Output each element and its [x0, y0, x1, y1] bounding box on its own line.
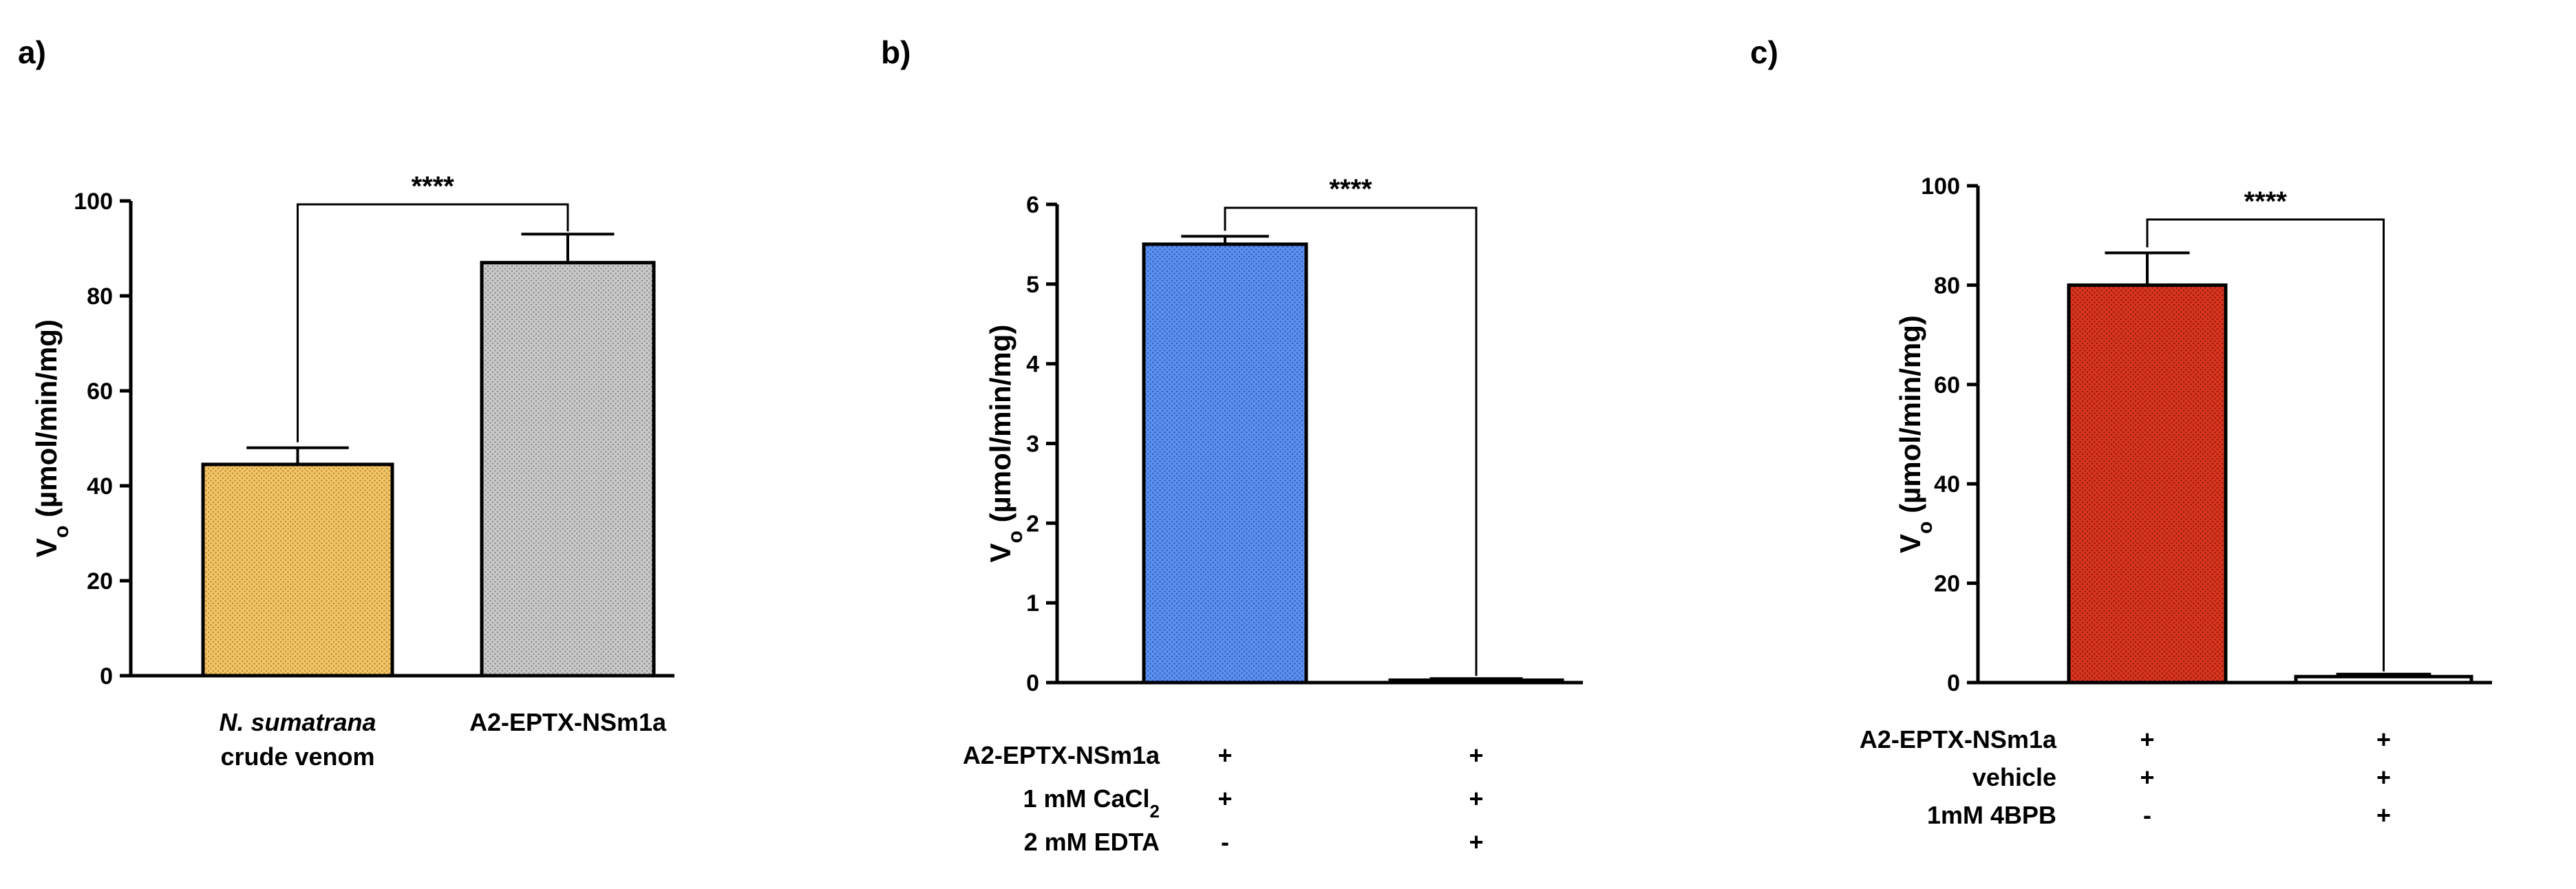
- condition-label-main: A2-EPTX-NSm1a: [963, 741, 1160, 769]
- panel-a: a) 0 20 40 60 80 100 Vo (µmol/min/mg) **** N. sum…: [18, 34, 674, 771]
- condition-mark: +: [2140, 725, 2154, 753]
- condition-mark: +: [2140, 763, 2154, 791]
- condition-mark: +: [1469, 828, 1483, 856]
- y-tick-label: 80: [1934, 272, 1960, 299]
- panel-label: a): [18, 34, 46, 70]
- y-tick-label: 3: [1026, 431, 1039, 458]
- condition-label: 2 mM EDTA: [1024, 828, 1160, 856]
- y-tick-label: 40: [87, 473, 113, 500]
- condition-label: A2-EPTX-NSm1a: [963, 741, 1160, 769]
- y-axis-label-main: V: [984, 543, 1016, 562]
- condition-label: 1mM 4BPB: [1927, 801, 2056, 829]
- y-axis-label-sub: o: [1914, 522, 1937, 534]
- y-tick-label: 0: [100, 663, 113, 689]
- bar: [2294, 674, 2473, 685]
- y-tick-label: 5: [1026, 272, 1039, 298]
- y-tick-label: 80: [87, 283, 113, 310]
- y-axis-label-unit: (µmol/min/mg): [30, 319, 63, 526]
- condition-label-main: 1mM 4BPB: [1927, 801, 2056, 829]
- condition-mark: +: [2376, 725, 2391, 753]
- x-category-label-line2: crude venom: [220, 742, 374, 771]
- y-tick-label: 100: [1921, 173, 1960, 200]
- condition-mark: +: [2376, 801, 2391, 829]
- condition-mark: +: [1217, 741, 1232, 769]
- y-tick-label: 100: [74, 189, 113, 215]
- bar: [201, 462, 394, 678]
- condition-label-main: 1 mM CaCl: [1023, 784, 1149, 813]
- bar: [1142, 242, 1308, 685]
- condition-mark: +: [1469, 784, 1483, 813]
- y-tick-label: 60: [87, 378, 113, 405]
- y-axis-label-unit: (µmol/min/mg): [984, 325, 1016, 531]
- y-tick-label: 4: [1026, 352, 1039, 378]
- y-axis-label: Vo (µmol/min/mg): [1894, 315, 1937, 553]
- y-axis-label-main: V: [30, 538, 63, 557]
- panel-b: b) 0 1 2 3 4 5 6 Vo (µmol/min/mg) **** A2-EPTX-NSm…: [881, 34, 1583, 856]
- y-tick-label: 0: [1026, 670, 1039, 696]
- y-tick-label: 1: [1026, 590, 1039, 617]
- x-category-label: N. sumatrana: [219, 708, 376, 736]
- bar: [480, 261, 656, 678]
- panel-c: c) 0 20 40 60 80 100 Vo (µmol/min/mg) **** A2-EPT…: [1750, 34, 2492, 829]
- significance-bracket: [1224, 206, 1478, 676]
- bar: [1388, 678, 1564, 685]
- condition-mark: -: [1221, 828, 1229, 856]
- y-tick-label: 2: [1026, 511, 1039, 537]
- significance-bracket: [2146, 218, 2385, 672]
- condition-label: A2-EPTX-NSm1a: [1860, 725, 2057, 753]
- y-tick-label: 60: [1934, 372, 1960, 398]
- condition-label-main: A2-EPTX-NSm1a: [1860, 725, 2057, 753]
- significance-stars: ****: [2244, 186, 2288, 217]
- condition-mark: -: [2143, 801, 2151, 829]
- significance-stars: ****: [412, 171, 455, 202]
- y-tick-label: 0: [1947, 670, 1960, 696]
- condition-label-sub: 2: [1150, 801, 1160, 822]
- bar: [2067, 283, 2228, 685]
- y-axis-label-sub: o: [50, 526, 73, 538]
- y-axis-label: Vo (µmol/min/mg): [984, 325, 1027, 563]
- condition-label-main: vehicle: [1972, 763, 2056, 791]
- condition-mark: +: [1469, 741, 1483, 769]
- y-axis-label-sub: o: [1004, 531, 1027, 543]
- y-axis-label-unit: (µmol/min/mg): [1894, 315, 1926, 522]
- significance-stars: ****: [1329, 174, 1372, 204]
- y-tick-label: 6: [1026, 192, 1039, 218]
- y-axis-label: Vo (µmol/min/mg): [30, 319, 73, 557]
- significance-bracket: [297, 203, 569, 442]
- y-tick-label: 40: [1934, 471, 1960, 497]
- y-tick-label: 20: [1934, 571, 1960, 597]
- condition-mark: +: [1217, 784, 1232, 813]
- y-axis-label-main: V: [1894, 534, 1926, 553]
- condition-label: 1 mM CaCl2: [1023, 784, 1160, 822]
- condition-label: vehicle: [1972, 763, 2056, 791]
- panel-label: b): [881, 34, 911, 70]
- condition-label-main: 2 mM EDTA: [1024, 828, 1160, 856]
- y-tick-label: 20: [87, 568, 113, 595]
- x-category-label: A2-EPTX-NSm1a: [469, 708, 667, 736]
- condition-mark: +: [2376, 763, 2391, 791]
- panel-label: c): [1750, 34, 1778, 70]
